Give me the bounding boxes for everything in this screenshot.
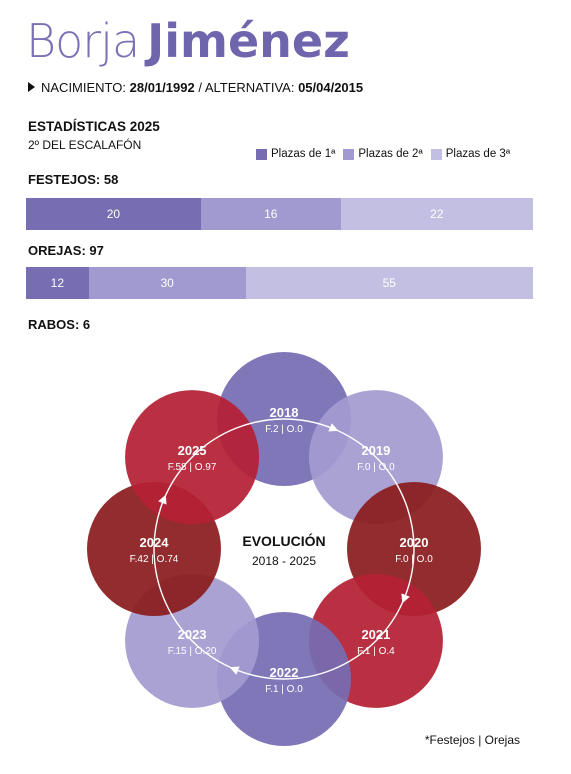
legend-swatch-1	[256, 148, 267, 160]
year-label-2020: 2020	[400, 535, 429, 550]
alternativa-value: 05/04/2015	[298, 80, 364, 95]
arrowhead	[401, 593, 410, 604]
legend-item-2: Plazas de 2ª	[343, 148, 423, 160]
year-label-2021: 2021	[361, 627, 390, 642]
year-label-2022: 2022	[270, 665, 299, 680]
arrowhead	[158, 494, 167, 505]
page-title: Borja Jiménez	[26, 14, 350, 68]
orejas-bar: 12 30 55	[26, 267, 533, 299]
festejos-label: FESTEJOS: 58	[28, 172, 119, 187]
nacimiento-label: NACIMIENTO:	[41, 80, 126, 95]
orejas-segment-3: 55	[245, 267, 533, 299]
footnote: *Festejos | Orejas	[424, 733, 520, 747]
arrowhead	[328, 423, 339, 432]
orejas-segment-1: 12	[26, 267, 89, 299]
first-name: Borja	[26, 14, 140, 68]
arrow-icon-1	[328, 423, 339, 432]
arrow-icon-2	[401, 593, 410, 604]
festejos-segment-2: 16	[200, 198, 341, 230]
orejas-label: OREJAS: 97	[28, 243, 104, 258]
arrow-icon-4	[158, 494, 167, 505]
triangle-right-icon	[28, 82, 35, 92]
year-stats-2021: F.1 | O.4	[357, 646, 395, 657]
rank-text: 2º DEL ESCALAFÓN	[28, 138, 142, 152]
year-stats-2024: F.42 | O.74	[130, 554, 179, 565]
festejos-bar: 20 16 22	[26, 198, 533, 230]
legend-item-3: Plazas de 3ª	[430, 148, 511, 160]
legend-swatch-3	[430, 148, 442, 160]
year-stats-2023: F.15 | O.20	[168, 646, 217, 657]
evolution-subtitle: 2018 - 2025	[252, 554, 316, 568]
evolution-chart: 2018 F.2 | O.0 2019 F.0 | O.0 2020 F.0 | O.0 2…	[83, 348, 485, 750]
year-stats-2025: F.58 | O.97	[168, 462, 217, 473]
legend-label-3: Plazas de 3ª	[445, 148, 511, 160]
year-stats-2018: F.2 | O.0	[265, 424, 303, 435]
center-disc	[221, 486, 347, 612]
arrowhead	[229, 666, 240, 675]
legend-label-1: Plazas de 1ª	[271, 148, 336, 160]
year-label-2018: 2018	[270, 405, 299, 420]
year-stats-2022: F.1 | O.0	[265, 684, 303, 695]
year-label-2024: 2024	[140, 535, 170, 550]
separator: /	[198, 80, 202, 95]
evolution-ring	[153, 418, 415, 680]
year-stats-2019: F.0 | O.0	[357, 462, 395, 473]
festejos-segment-1: 20	[26, 198, 201, 230]
year-label-2019: 2019	[361, 443, 390, 458]
bio-line: NACIMIENTO: 28/01/1992 / ALTERNATIVA: 05…	[28, 80, 363, 95]
year-stats-2020: F.0 | O.0	[395, 554, 433, 565]
legend-label-2: Plazas de 2ª	[358, 148, 423, 160]
legend-item-1: Plazas de 1ª	[256, 148, 335, 160]
festejos-segment-3: 22	[340, 198, 533, 230]
year-label-2025: 2025	[178, 443, 207, 458]
rabos-label: RABOS: 6	[28, 317, 91, 332]
alternativa-label: ALTERNATIVA:	[204, 80, 295, 95]
legend-swatch-2	[343, 148, 355, 160]
legend: Plazas de 1ª Plazas de 2ª Plazas de 3ª	[256, 148, 510, 160]
evolution-title: EVOLUCIÓN	[242, 532, 325, 549]
stats-title: ESTADÍSTICAS 2025	[28, 119, 160, 134]
nacimiento-value: 28/01/1992	[129, 80, 195, 95]
orejas-segment-2: 30	[88, 267, 246, 299]
year-label-2023: 2023	[178, 627, 207, 642]
last-name: Jiménez	[147, 14, 350, 68]
arrow-icon-3	[229, 666, 240, 675]
